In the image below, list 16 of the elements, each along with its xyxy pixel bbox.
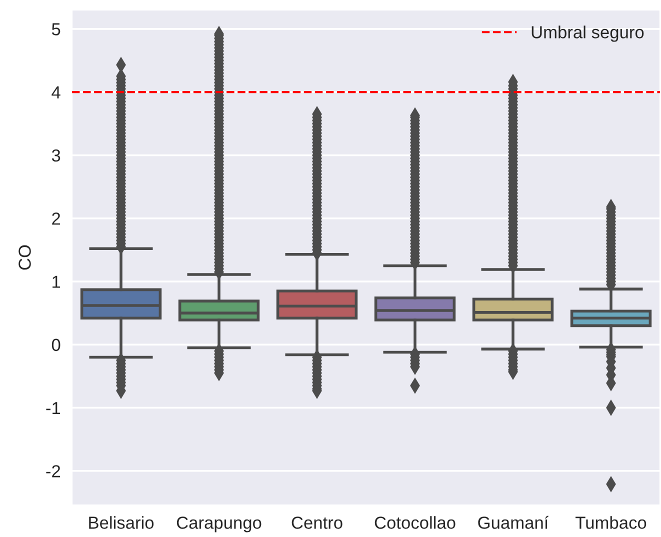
y-tick-label: 2 — [52, 212, 60, 225]
y-tick-label: -2 — [46, 465, 60, 478]
x-tick-label: Guamaní — [478, 516, 549, 529]
x-tick-label: Carapungo — [176, 516, 262, 532]
y-tick-label: -1 — [46, 402, 60, 414]
y-tick-label: 0 — [52, 338, 60, 352]
y-tick-label: 5 — [52, 23, 60, 36]
legend-label: Umbral seguro — [532, 26, 644, 42]
y-axis-title: CO — [18, 245, 31, 270]
x-tick-label: Centro — [292, 516, 342, 529]
y-tick-label: 4 — [52, 86, 60, 98]
y-tick-label: 1 — [52, 276, 60, 288]
x-tick-label: Cotocollao — [374, 516, 456, 529]
x-tick-label: Tumbaco — [576, 516, 646, 529]
y-tick-label: 3 — [52, 149, 60, 162]
x-tick-label: Belisario — [89, 516, 154, 529]
